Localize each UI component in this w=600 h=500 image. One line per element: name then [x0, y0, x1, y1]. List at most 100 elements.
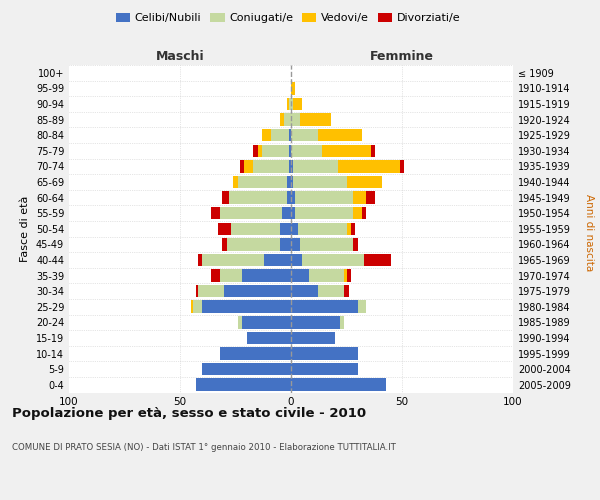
- Bar: [298, 222, 347, 235]
- Bar: [293, 176, 347, 188]
- Bar: [291, 300, 358, 313]
- Bar: [220, 270, 242, 282]
- Bar: [291, 98, 293, 110]
- Bar: [364, 254, 391, 266]
- Bar: [291, 222, 298, 235]
- Bar: [284, 114, 291, 126]
- Y-axis label: Fasce di età: Fasce di età: [20, 196, 30, 262]
- Bar: [229, 192, 287, 204]
- Bar: [291, 160, 293, 172]
- Bar: [280, 238, 291, 250]
- Bar: [291, 114, 300, 126]
- Bar: [293, 160, 338, 172]
- Bar: [347, 176, 382, 188]
- Bar: [238, 176, 287, 188]
- Bar: [347, 222, 351, 235]
- Bar: [367, 192, 376, 204]
- Text: COMUNE DI PRATO SESIA (NO) - Dati ISTAT 1° gennaio 2010 - Elaborazione TUTTITALI: COMUNE DI PRATO SESIA (NO) - Dati ISTAT …: [12, 442, 396, 452]
- Bar: [295, 192, 353, 204]
- Bar: [300, 114, 331, 126]
- Bar: [291, 207, 295, 220]
- Bar: [353, 192, 367, 204]
- Bar: [289, 160, 291, 172]
- Bar: [196, 285, 198, 298]
- Bar: [291, 332, 335, 344]
- Bar: [293, 98, 302, 110]
- Bar: [198, 285, 224, 298]
- Bar: [295, 207, 353, 220]
- Bar: [371, 144, 376, 157]
- Bar: [240, 160, 244, 172]
- Text: Anni di nascita: Anni di nascita: [584, 194, 594, 271]
- Bar: [211, 270, 220, 282]
- Bar: [302, 254, 364, 266]
- Bar: [300, 238, 353, 250]
- Bar: [222, 192, 229, 204]
- Bar: [202, 363, 291, 376]
- Bar: [291, 144, 322, 157]
- Bar: [231, 222, 280, 235]
- Bar: [258, 144, 262, 157]
- Bar: [265, 254, 291, 266]
- Bar: [317, 129, 362, 141]
- Bar: [291, 254, 302, 266]
- Bar: [291, 270, 309, 282]
- Bar: [322, 144, 371, 157]
- Text: Femmine: Femmine: [370, 50, 434, 62]
- Bar: [242, 270, 291, 282]
- Bar: [362, 207, 367, 220]
- Bar: [309, 270, 344, 282]
- Bar: [291, 348, 358, 360]
- Bar: [291, 285, 317, 298]
- Bar: [287, 192, 291, 204]
- Bar: [198, 254, 202, 266]
- Bar: [220, 207, 282, 220]
- Bar: [202, 254, 265, 266]
- Bar: [244, 160, 253, 172]
- Bar: [262, 144, 289, 157]
- Bar: [289, 98, 291, 110]
- Bar: [262, 129, 271, 141]
- Bar: [218, 222, 231, 235]
- Bar: [291, 192, 295, 204]
- Bar: [351, 222, 355, 235]
- Bar: [224, 285, 291, 298]
- Bar: [358, 300, 367, 313]
- Bar: [233, 176, 238, 188]
- Bar: [400, 160, 404, 172]
- Bar: [291, 82, 295, 94]
- Bar: [280, 222, 291, 235]
- Bar: [227, 238, 280, 250]
- Bar: [291, 176, 293, 188]
- Bar: [353, 207, 362, 220]
- Bar: [222, 238, 227, 250]
- Bar: [344, 285, 349, 298]
- Bar: [242, 316, 291, 328]
- Bar: [191, 300, 193, 313]
- Bar: [220, 348, 291, 360]
- Bar: [253, 160, 289, 172]
- Text: Popolazione per età, sesso e stato civile - 2010: Popolazione per età, sesso e stato civil…: [12, 408, 366, 420]
- Bar: [289, 129, 291, 141]
- Bar: [340, 316, 344, 328]
- Bar: [287, 98, 289, 110]
- Bar: [247, 332, 291, 344]
- Text: Maschi: Maschi: [155, 50, 205, 62]
- Bar: [287, 176, 291, 188]
- Bar: [238, 316, 242, 328]
- Legend: Celibi/Nubili, Coniugati/e, Vedovi/e, Divorziati/e: Celibi/Nubili, Coniugati/e, Vedovi/e, Di…: [112, 8, 464, 28]
- Bar: [344, 270, 347, 282]
- Bar: [291, 238, 300, 250]
- Bar: [291, 363, 358, 376]
- Bar: [280, 114, 284, 126]
- Bar: [196, 378, 291, 391]
- Bar: [193, 300, 202, 313]
- Bar: [271, 129, 289, 141]
- Bar: [317, 285, 344, 298]
- Bar: [289, 144, 291, 157]
- Bar: [338, 160, 400, 172]
- Bar: [211, 207, 220, 220]
- Bar: [253, 144, 258, 157]
- Bar: [291, 316, 340, 328]
- Bar: [353, 238, 358, 250]
